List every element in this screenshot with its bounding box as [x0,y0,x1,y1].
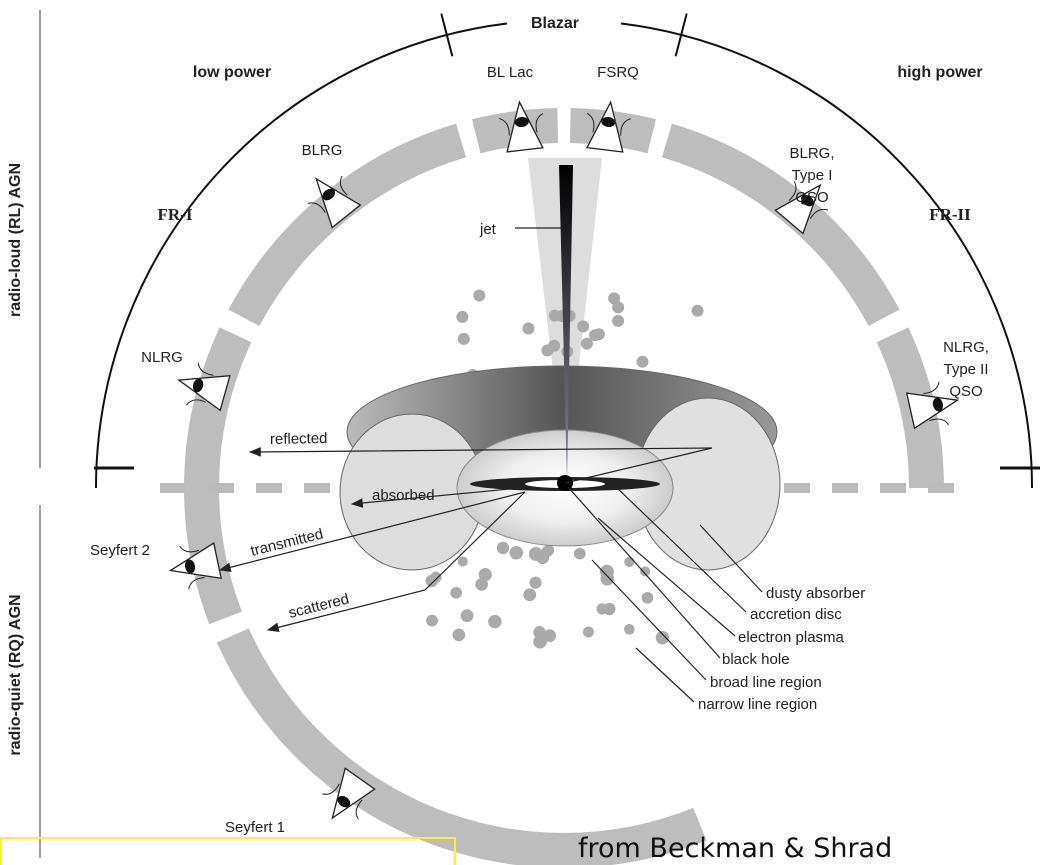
dot [533,626,546,639]
pointer [699,524,763,593]
dot [624,624,635,635]
dot [541,545,553,558]
ray-reflected [248,447,713,484]
outer-arc [94,13,1040,489]
dot [573,547,586,560]
dot [636,355,649,368]
rays [218,227,763,703]
dot [541,344,554,357]
component-label: dusty absorber [766,585,865,602]
label: NLRG [141,349,183,366]
dot [655,630,670,645]
label: FSRQ [597,64,639,81]
dot [523,588,537,602]
dot [426,614,438,627]
component-label: black hole [722,651,790,668]
pointer [567,486,721,659]
dot [691,304,704,317]
ray-transmitted [218,491,526,572]
component-label: narrow line region [698,696,817,713]
dot [478,568,492,582]
ring-segment [661,123,900,327]
label: FR-II [929,205,971,224]
label: Blazar [531,15,579,32]
dot [522,322,535,335]
dot [641,591,654,604]
dot [612,314,625,327]
dot [488,614,502,629]
label: BLRG [302,142,343,159]
pointer [614,485,747,613]
jet [559,165,573,482]
ray-absorbed [350,487,521,508]
arc [620,22,1033,489]
dot [577,320,590,333]
side-label: radio-quiet (RQ) AGN [7,594,24,755]
dot [592,328,605,341]
dot [452,628,466,642]
label: BL Lac [487,64,534,81]
component-label: accretion disc [750,606,842,623]
label: BLRG, Type I QSO [789,145,834,206]
dot [456,310,469,323]
label: high power [897,64,982,81]
side-label: radio-loud (RL) AGN [7,163,24,317]
dot [596,603,608,615]
dot [543,629,557,642]
label: low power [193,64,271,81]
pointer [591,559,707,681]
dot [473,289,486,302]
view-ring [184,108,944,865]
label: absorbed [372,487,435,504]
label: NLRG, Type II QSO [943,339,989,400]
ring-segment [216,628,707,865]
dot [529,576,542,589]
label: Seyfert 1 [225,819,285,836]
component-label: broad line region [710,674,822,691]
dot [533,634,547,649]
dot [509,545,524,560]
arc-tick [674,13,688,57]
dot [600,571,615,586]
dot [450,586,463,599]
dot [640,566,651,577]
arc-tick [440,13,454,57]
dot [496,541,510,555]
dot [457,332,470,345]
dot [612,301,625,314]
dot [425,574,438,588]
label: transmitted [249,525,325,559]
pointer [635,647,695,703]
caption: from Beckman & Shrad [578,833,892,864]
dot [583,626,594,638]
ray-scattered [266,491,526,632]
dot [580,337,593,350]
label: reflected [270,430,328,448]
component-label: electron plasma [738,629,845,646]
dot [624,556,635,567]
pointer [597,517,736,637]
label: Seyfert 2 [90,542,150,559]
label: FR-I [158,205,193,224]
dot [608,292,621,305]
arc [95,22,508,489]
highlight-box [0,837,456,865]
label: jet [479,221,497,238]
dot [460,609,474,623]
dot [457,556,468,567]
ring-segment [228,123,467,327]
